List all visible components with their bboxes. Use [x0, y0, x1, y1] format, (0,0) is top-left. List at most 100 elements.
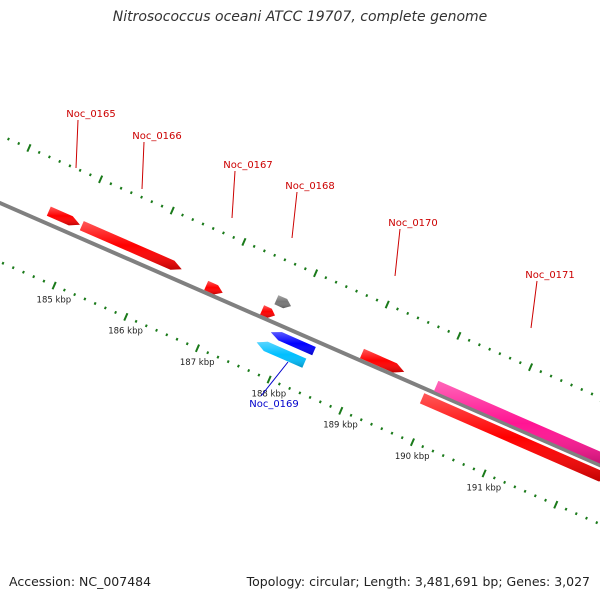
outer-scale-ring — [7, 137, 600, 402]
minor-tick — [472, 467, 476, 471]
gene-arrow-shading — [79, 221, 182, 270]
minor-tick — [451, 458, 455, 462]
minor-tick — [134, 319, 138, 323]
minor-tick — [88, 173, 92, 177]
minor-tick — [513, 485, 517, 489]
minor-tick — [477, 343, 481, 347]
minor-tick — [329, 404, 333, 408]
minor-tick — [390, 431, 394, 435]
minor-tick — [185, 342, 189, 346]
minor-tick — [324, 276, 328, 280]
major-tick — [313, 269, 319, 278]
minor-tick — [150, 200, 154, 204]
backbone — [0, 200, 600, 468]
gene-label[interactable]: Noc_0170 — [388, 218, 438, 229]
minor-tick — [421, 445, 425, 449]
scale-tick-label: 187 kbp — [180, 358, 215, 368]
minor-tick — [58, 159, 62, 163]
gene-label[interactable]: Noc_0166 — [132, 131, 182, 142]
minor-tick — [303, 267, 307, 271]
gene-label-leader — [394, 228, 401, 277]
minor-tick — [518, 361, 522, 365]
minor-tick — [155, 328, 158, 332]
gene-arrow-shading — [434, 380, 600, 464]
minor-tick — [283, 258, 287, 262]
minor-tick — [140, 195, 143, 199]
minor-tick — [590, 392, 594, 396]
minor-tick — [574, 512, 578, 516]
minor-tick — [503, 480, 507, 484]
major-tick — [338, 406, 344, 415]
feature-track — [46, 206, 600, 482]
minor-tick — [222, 231, 225, 235]
scale-tick-label: 189 kbp — [323, 421, 358, 431]
gene-label-leader — [141, 141, 145, 190]
minor-tick — [539, 370, 543, 374]
gene-arrow-shading — [256, 341, 307, 368]
gene-label-leader — [291, 191, 298, 239]
minor-tick — [181, 213, 184, 217]
minor-tick — [273, 253, 277, 257]
minor-tick — [68, 164, 72, 168]
major-tick — [194, 344, 201, 353]
gene-label-leader — [260, 361, 289, 397]
major-tick — [456, 331, 462, 340]
minor-tick — [359, 418, 363, 422]
gene-label[interactable]: Noc_0168 — [285, 181, 335, 192]
minor-tick — [365, 293, 369, 298]
gene-label[interactable]: Noc_0165 — [66, 109, 116, 120]
minor-tick — [216, 355, 220, 359]
minor-tick — [201, 222, 205, 226]
minor-tick — [11, 266, 15, 270]
minor-tick — [344, 285, 348, 289]
gene-label-leader — [231, 170, 236, 219]
minor-tick — [585, 516, 588, 520]
gene-label[interactable]: Noc_0171 — [525, 270, 575, 281]
minor-tick — [37, 150, 41, 155]
gene-label[interactable]: Noc_0167 — [223, 160, 273, 171]
minor-tick — [262, 249, 266, 253]
minor-tick — [467, 338, 471, 342]
minor-tick — [298, 391, 302, 395]
minor-tick — [144, 324, 148, 328]
scale-tick-label: 190 kbp — [395, 452, 430, 462]
minor-tick — [165, 333, 169, 337]
minor-tick — [1, 261, 5, 265]
minor-tick — [570, 383, 573, 387]
gene-label-leader — [530, 280, 538, 329]
major-tick — [481, 469, 487, 478]
gene-label[interactable]: Noc_0169 — [249, 399, 299, 410]
gene-arrow-shading — [270, 332, 316, 356]
major-tick — [98, 175, 104, 184]
minor-tick — [62, 288, 66, 292]
minor-tick — [257, 373, 261, 377]
major-tick — [123, 312, 129, 321]
major-tick — [553, 500, 559, 509]
minor-tick — [447, 329, 451, 333]
minor-tick — [441, 453, 445, 458]
minor-tick — [416, 316, 420, 320]
minor-tick — [7, 137, 10, 141]
major-tick — [169, 206, 175, 215]
minor-tick — [232, 235, 236, 240]
minor-tick — [559, 378, 563, 383]
minor-tick — [308, 395, 312, 399]
gene-arrow-shading — [274, 295, 291, 309]
minor-tick — [406, 311, 410, 316]
minor-tick — [492, 476, 496, 480]
minor-tick — [211, 226, 215, 231]
gene-arrow-shading — [360, 348, 405, 373]
minor-tick — [160, 204, 164, 208]
minor-tick — [78, 168, 82, 172]
minor-tick — [47, 155, 51, 159]
minor-tick — [462, 462, 466, 467]
major-tick — [384, 300, 390, 309]
minor-tick — [431, 449, 435, 453]
minor-tick — [236, 364, 240, 368]
minor-tick — [544, 498, 547, 502]
gene-label-leader — [75, 119, 79, 169]
minor-tick — [109, 182, 113, 186]
map-title: Nitrosococcus oceani ATCC 19707, complet… — [112, 9, 488, 25]
scale-tick-label: 186 kbp — [108, 327, 143, 337]
